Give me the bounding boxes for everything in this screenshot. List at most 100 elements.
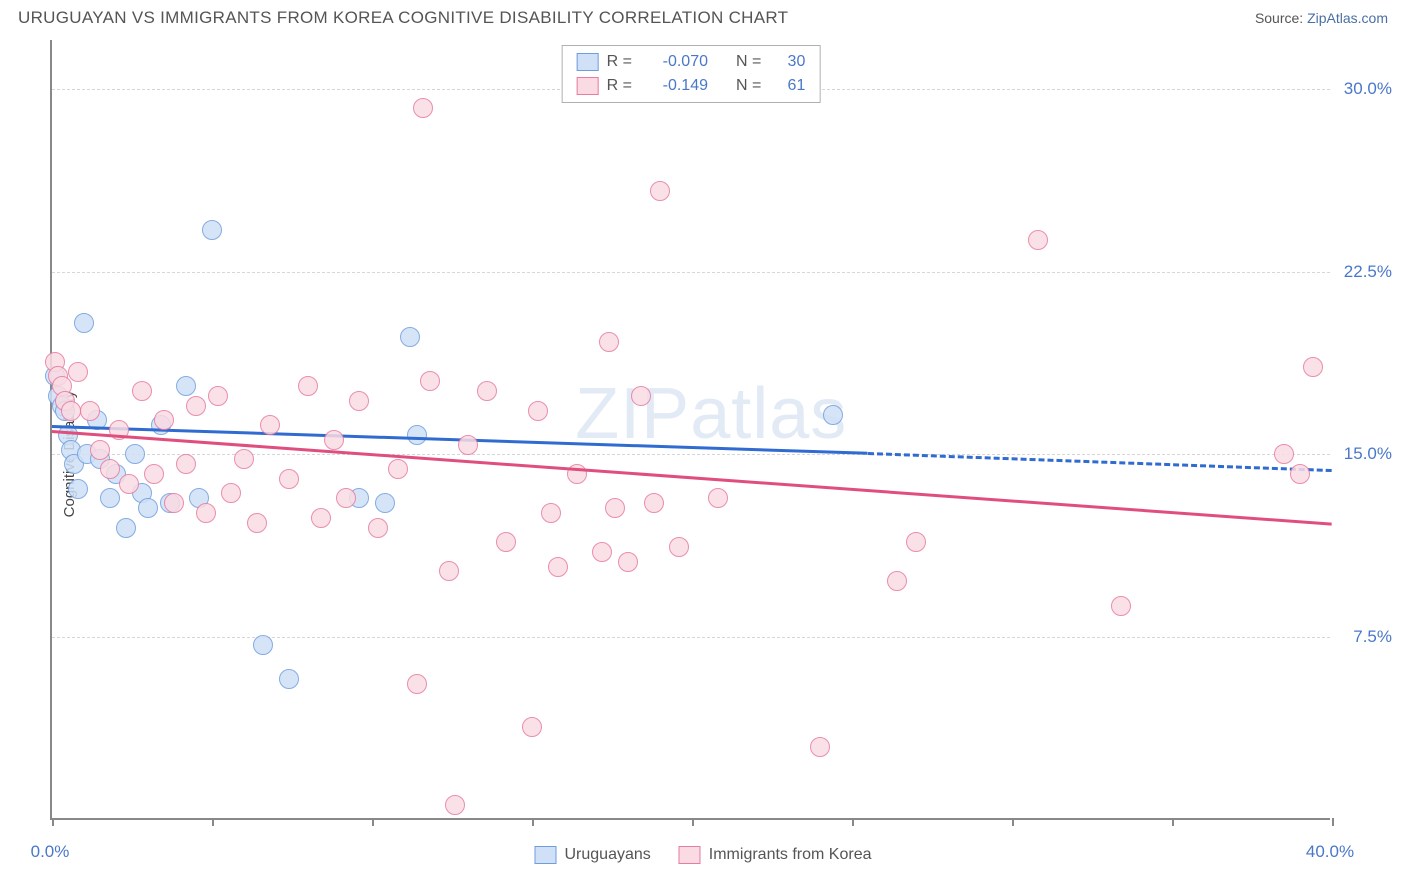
- legend-stat-row: R =-0.070N =30: [577, 50, 806, 74]
- y-tick-label: 7.5%: [1353, 627, 1392, 647]
- legend-swatch: [679, 846, 701, 864]
- data-point: [887, 571, 907, 591]
- y-tick-label: 15.0%: [1344, 444, 1392, 464]
- data-point: [253, 635, 273, 655]
- legend-series-name: Immigrants from Korea: [709, 846, 872, 864]
- data-point: [650, 181, 670, 201]
- data-point: [1290, 464, 1310, 484]
- legend-r-value: -0.070: [640, 50, 708, 74]
- data-point: [90, 440, 110, 460]
- source-prefix: Source:: [1255, 10, 1307, 26]
- source-attribution: Source: ZipAtlas.com: [1255, 10, 1388, 26]
- x-tick-mark: [1012, 818, 1014, 826]
- x-tick-label: 40.0%: [1306, 842, 1354, 862]
- data-point: [439, 561, 459, 581]
- data-point: [1111, 596, 1131, 616]
- data-point: [388, 459, 408, 479]
- data-point: [669, 537, 689, 557]
- data-point: [548, 557, 568, 577]
- x-tick-mark: [372, 818, 374, 826]
- data-point: [420, 371, 440, 391]
- legend-stats: R =-0.070N =30R =-0.149N =61: [562, 45, 821, 103]
- y-tick-label: 30.0%: [1344, 79, 1392, 99]
- data-point: [1303, 357, 1323, 377]
- data-point: [68, 479, 88, 499]
- data-point: [176, 376, 196, 396]
- data-point: [810, 737, 830, 757]
- data-point: [100, 488, 120, 508]
- legend-n-value: 61: [769, 74, 805, 98]
- y-tick-label: 22.5%: [1344, 262, 1392, 282]
- data-point: [407, 425, 427, 445]
- data-point: [234, 449, 254, 469]
- data-point: [279, 669, 299, 689]
- x-tick-mark: [852, 818, 854, 826]
- legend-r-value: -0.149: [640, 74, 708, 98]
- data-point: [477, 381, 497, 401]
- legend-r-label: R =: [607, 74, 632, 98]
- data-point: [522, 717, 542, 737]
- legend-item: Immigrants from Korea: [679, 846, 872, 864]
- data-point: [458, 435, 478, 455]
- legend-n-value: 30: [769, 50, 805, 74]
- data-point: [80, 401, 100, 421]
- data-point: [605, 498, 625, 518]
- data-point: [496, 532, 516, 552]
- data-point: [247, 513, 267, 533]
- trend-line: [52, 430, 1332, 526]
- data-point: [413, 98, 433, 118]
- legend-swatch: [577, 77, 599, 95]
- x-tick-mark: [212, 818, 214, 826]
- data-point: [368, 518, 388, 538]
- legend-n-label: N =: [736, 50, 761, 74]
- gridline: [52, 637, 1330, 638]
- data-point: [68, 362, 88, 382]
- data-point: [138, 498, 158, 518]
- x-tick-label: 0.0%: [31, 842, 70, 862]
- data-point: [186, 396, 206, 416]
- x-tick-mark: [52, 818, 54, 826]
- x-tick-mark: [692, 818, 694, 826]
- plot-area: ZIPatlas R =-0.070N =30R =-0.149N =61: [50, 40, 1330, 820]
- data-point: [541, 503, 561, 523]
- data-point: [708, 488, 728, 508]
- data-point: [279, 469, 299, 489]
- source-link[interactable]: ZipAtlas.com: [1307, 10, 1388, 26]
- data-point: [445, 795, 465, 815]
- data-point: [349, 391, 369, 411]
- data-point: [196, 503, 216, 523]
- data-point: [202, 220, 222, 240]
- data-point: [208, 386, 228, 406]
- data-point: [311, 508, 331, 528]
- x-tick-mark: [532, 818, 534, 826]
- data-point: [618, 552, 638, 572]
- data-point: [599, 332, 619, 352]
- data-point: [375, 493, 395, 513]
- legend-series: Uruguayans Immigrants from Korea: [535, 846, 872, 864]
- data-point: [260, 415, 280, 435]
- data-point: [644, 493, 664, 513]
- data-point: [906, 532, 926, 552]
- chart-container: Cognitive Disability ZIPatlas R =-0.070N…: [0, 34, 1406, 874]
- data-point: [407, 674, 427, 694]
- data-point: [125, 444, 145, 464]
- data-point: [116, 518, 136, 538]
- chart-title: URUGUAYAN VS IMMIGRANTS FROM KOREA COGNI…: [18, 8, 788, 28]
- legend-item: Uruguayans: [535, 846, 651, 864]
- page-header: URUGUAYAN VS IMMIGRANTS FROM KOREA COGNI…: [0, 0, 1406, 34]
- x-tick-mark: [1332, 818, 1334, 826]
- legend-n-label: N =: [736, 74, 761, 98]
- legend-swatch: [535, 846, 557, 864]
- data-point: [324, 430, 344, 450]
- data-point: [823, 405, 843, 425]
- data-point: [592, 542, 612, 562]
- data-point: [221, 483, 241, 503]
- legend-swatch: [577, 53, 599, 71]
- data-point: [61, 401, 81, 421]
- data-point: [74, 313, 94, 333]
- data-point: [154, 410, 174, 430]
- gridline: [52, 272, 1330, 273]
- data-point: [119, 474, 139, 494]
- data-point: [144, 464, 164, 484]
- data-point: [631, 386, 651, 406]
